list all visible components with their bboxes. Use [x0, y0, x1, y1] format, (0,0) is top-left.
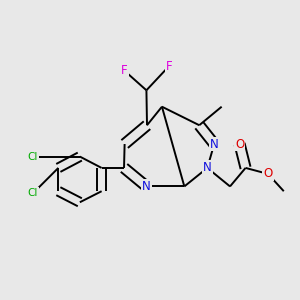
Text: N: N: [142, 180, 151, 193]
Text: F: F: [121, 64, 128, 77]
Text: N: N: [203, 161, 212, 174]
Text: O: O: [263, 167, 273, 180]
Text: N: N: [210, 137, 219, 151]
Text: F: F: [166, 60, 172, 73]
Text: O: O: [235, 137, 244, 151]
Text: Cl: Cl: [28, 152, 38, 162]
Text: Cl: Cl: [28, 188, 38, 198]
